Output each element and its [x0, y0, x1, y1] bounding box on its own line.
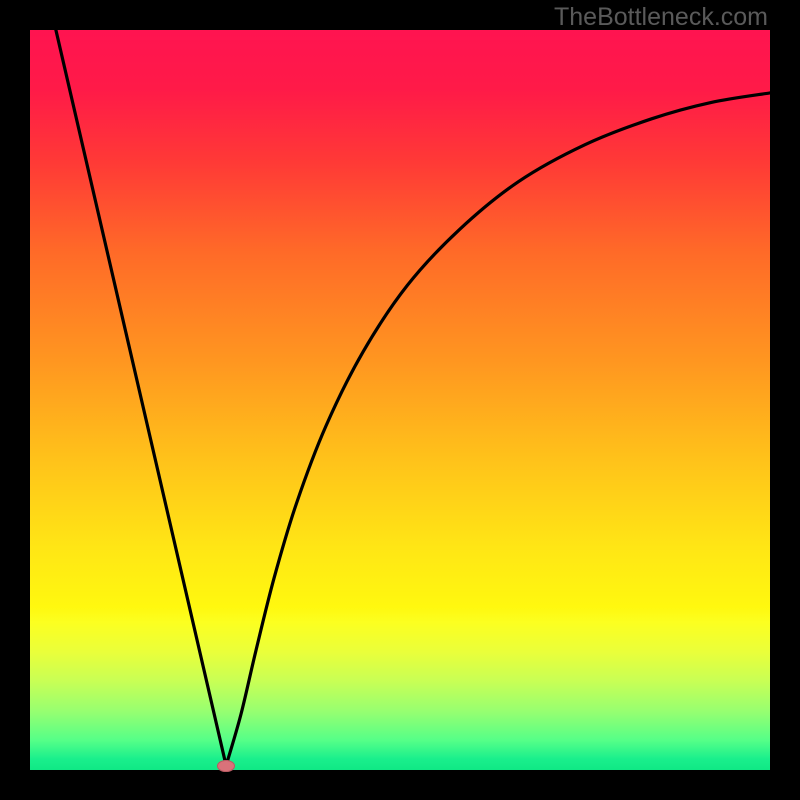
- optimal-point-marker: [217, 760, 235, 772]
- bottleneck-chart: [30, 30, 770, 770]
- bottleneck-curve: [30, 30, 770, 770]
- watermark-text: TheBottleneck.com: [554, 3, 768, 32]
